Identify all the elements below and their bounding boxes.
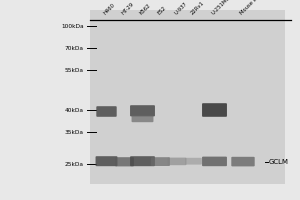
- FancyBboxPatch shape: [132, 116, 154, 122]
- Text: ES2: ES2: [157, 5, 168, 16]
- Text: K562: K562: [139, 3, 152, 16]
- Text: U-937: U-937: [173, 1, 188, 16]
- FancyBboxPatch shape: [151, 157, 170, 166]
- FancyBboxPatch shape: [185, 158, 202, 165]
- Text: 25kDa: 25kDa: [65, 162, 84, 166]
- FancyBboxPatch shape: [95, 156, 118, 166]
- Bar: [90, 10, 285, 184]
- Text: HT-29: HT-29: [121, 2, 135, 16]
- Text: 55kDa: 55kDa: [65, 68, 84, 72]
- Text: GCLM: GCLM: [268, 159, 289, 165]
- FancyBboxPatch shape: [202, 157, 227, 166]
- FancyBboxPatch shape: [115, 157, 134, 166]
- FancyBboxPatch shape: [168, 158, 187, 165]
- FancyBboxPatch shape: [231, 157, 255, 166]
- Text: U-251MG: U-251MG: [211, 0, 232, 16]
- Text: 100kDa: 100kDa: [61, 23, 84, 28]
- FancyBboxPatch shape: [96, 106, 117, 117]
- FancyBboxPatch shape: [202, 103, 227, 117]
- Text: 40kDa: 40kDa: [65, 108, 84, 112]
- Text: 70kDa: 70kDa: [65, 46, 84, 50]
- Text: Mouse liver: Mouse liver: [239, 0, 264, 16]
- Text: 35kDa: 35kDa: [65, 130, 84, 134]
- Text: H460: H460: [103, 3, 116, 16]
- Text: 22Rv1: 22Rv1: [190, 1, 206, 16]
- FancyBboxPatch shape: [130, 105, 155, 116]
- FancyBboxPatch shape: [130, 156, 155, 166]
